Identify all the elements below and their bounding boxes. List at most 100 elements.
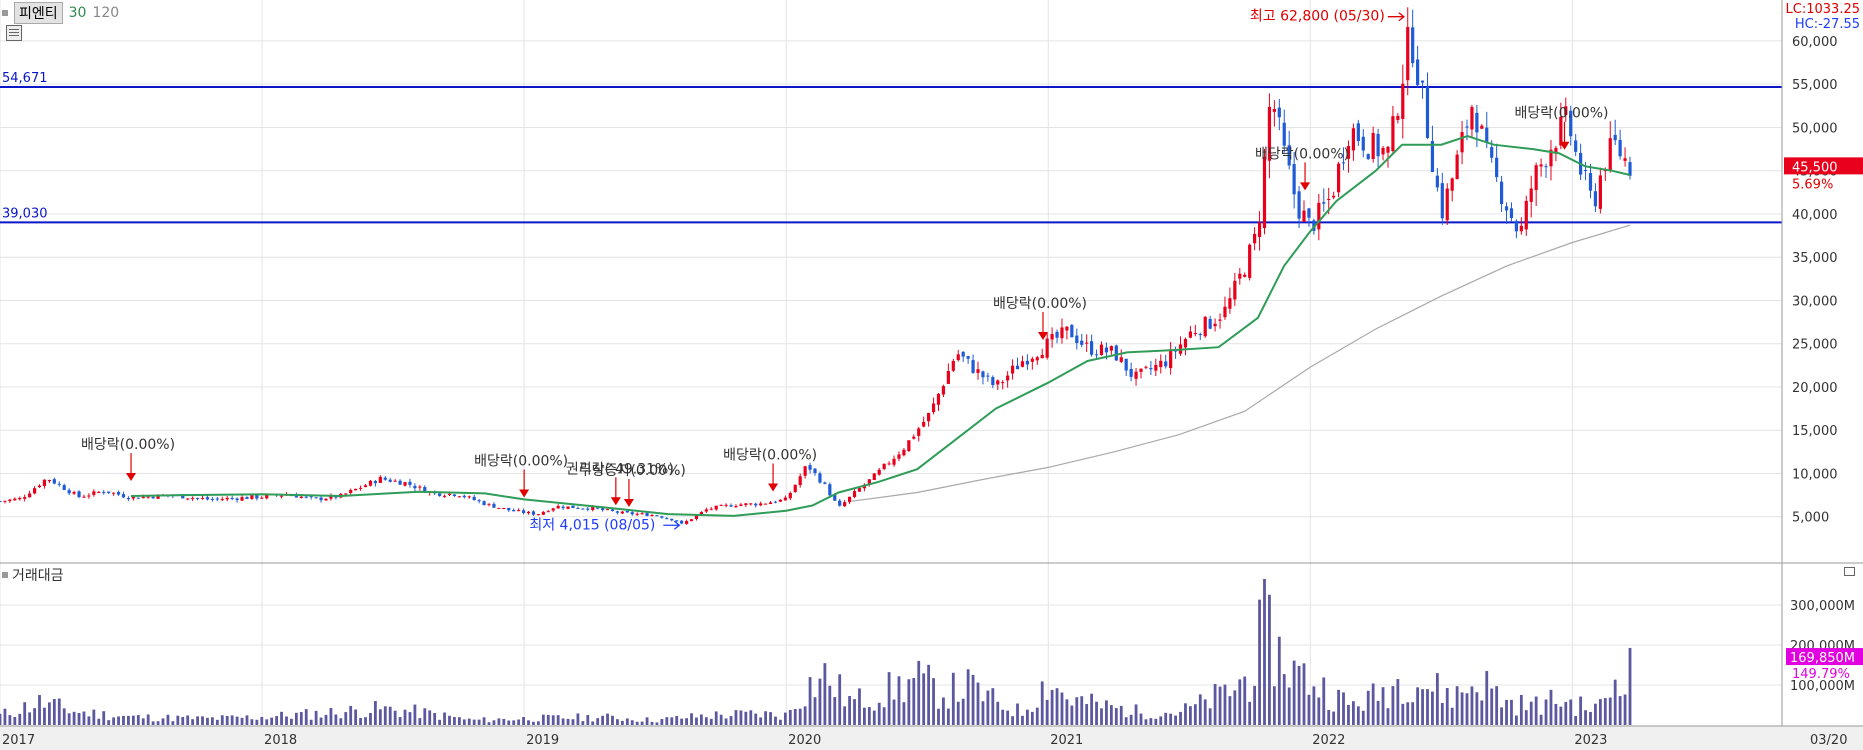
volume-bar (1272, 686, 1276, 725)
volume-bar (117, 716, 120, 725)
candle-body (689, 519, 694, 522)
candle-body (1015, 365, 1020, 370)
candle-body (1010, 365, 1015, 374)
volume-bar (161, 718, 165, 725)
candle-body (1119, 357, 1123, 362)
volume-bar (1238, 679, 1242, 725)
candle-body (467, 496, 471, 498)
volume-bar (245, 715, 249, 725)
volume-bar (1287, 687, 1291, 725)
volume-bar (1381, 687, 1385, 725)
table-icon[interactable] (6, 25, 22, 41)
volume-bar (620, 720, 624, 725)
volume-bar (527, 720, 530, 725)
volume-panel-label: 거래대금 (12, 568, 64, 584)
volume-bar (265, 719, 269, 725)
candle-body (936, 393, 941, 405)
volume-bar (364, 717, 367, 725)
candle-body (131, 496, 135, 499)
candle-body (368, 480, 373, 486)
candle-body (1124, 358, 1128, 371)
volume-bar (867, 707, 871, 725)
candle-body (1406, 27, 1410, 81)
candle-body (1144, 366, 1148, 368)
volume-bar (1559, 706, 1563, 725)
volume-bar (1307, 694, 1311, 725)
volume-bar (373, 701, 377, 725)
panel-marker-icon (2, 572, 8, 578)
candle-body (1164, 361, 1168, 367)
ma-long-label[interactable]: 120 (92, 5, 120, 21)
volume-bar (897, 676, 901, 725)
candle-body (344, 493, 348, 495)
high-arrow-icon (1387, 12, 1405, 22)
candle-body (892, 458, 896, 465)
volume-bar (1564, 701, 1568, 725)
volume-bar (892, 699, 896, 725)
candle-body (112, 492, 116, 494)
last-volume-change: 149.79% (1792, 667, 1850, 682)
candle-body (1208, 318, 1212, 329)
volume-bar (1055, 688, 1059, 725)
volume-bar (853, 699, 856, 725)
ma-short-label[interactable]: 30 (68, 5, 87, 21)
volume-bar (443, 712, 446, 725)
volume-bar (1401, 703, 1405, 725)
candle-body (764, 503, 768, 505)
candle-body (97, 491, 101, 493)
candle-body (388, 479, 392, 482)
volume-bar (304, 709, 308, 725)
candle-body (1371, 132, 1375, 159)
candle-body (655, 515, 659, 517)
event-arrow-icon (610, 497, 621, 506)
candle-body (52, 479, 56, 484)
volume-bar (665, 717, 669, 725)
panel-collapse-icon[interactable] (1844, 567, 1855, 576)
candle-body (32, 488, 37, 494)
stock-name[interactable]: 피엔티 (14, 2, 63, 24)
volume-bar (1253, 685, 1257, 725)
candle-body (517, 510, 521, 512)
candle-body (87, 495, 91, 497)
candle-body (1297, 191, 1301, 219)
candle-body (423, 487, 427, 493)
volume-bar (1302, 663, 1306, 725)
volume-bar (1105, 700, 1108, 725)
candle-body (260, 497, 264, 499)
candle-body (378, 476, 382, 483)
candle-body (867, 479, 871, 484)
candle-body (3, 500, 7, 502)
candle-body (1559, 116, 1563, 146)
event-label: 권리락(-49.31%) (566, 461, 674, 477)
volume-bar (8, 715, 12, 725)
x-axis-band (0, 726, 1863, 750)
candle-body (1435, 175, 1439, 188)
volume-bar (438, 719, 442, 725)
hline-label: 39,030 (2, 206, 48, 221)
candle-body (1470, 107, 1474, 130)
volume-bar (1505, 699, 1508, 725)
volume-bar (937, 708, 940, 725)
volume-bar (1317, 697, 1321, 725)
volume-bar (724, 718, 728, 725)
candle-body (1416, 59, 1420, 86)
candle-body (107, 491, 111, 493)
candle-body (1282, 122, 1286, 146)
candle-body (1233, 280, 1237, 300)
volume-bar (28, 712, 32, 725)
candle-body (798, 476, 802, 486)
candle-body (610, 509, 615, 511)
low-price-label: 최저 4,015 (08/05) (529, 517, 655, 533)
volume-bar (798, 708, 802, 725)
candle-body (181, 494, 185, 499)
volume-bar (1258, 599, 1261, 725)
candle-body (1411, 27, 1415, 64)
volume-bar (729, 716, 733, 725)
candle-body (1425, 86, 1430, 138)
candle-body (1593, 191, 1598, 207)
ma120-line (851, 224, 1631, 502)
candles (0, 7, 1632, 525)
candle-body (477, 500, 481, 502)
candle-body (1490, 147, 1494, 158)
